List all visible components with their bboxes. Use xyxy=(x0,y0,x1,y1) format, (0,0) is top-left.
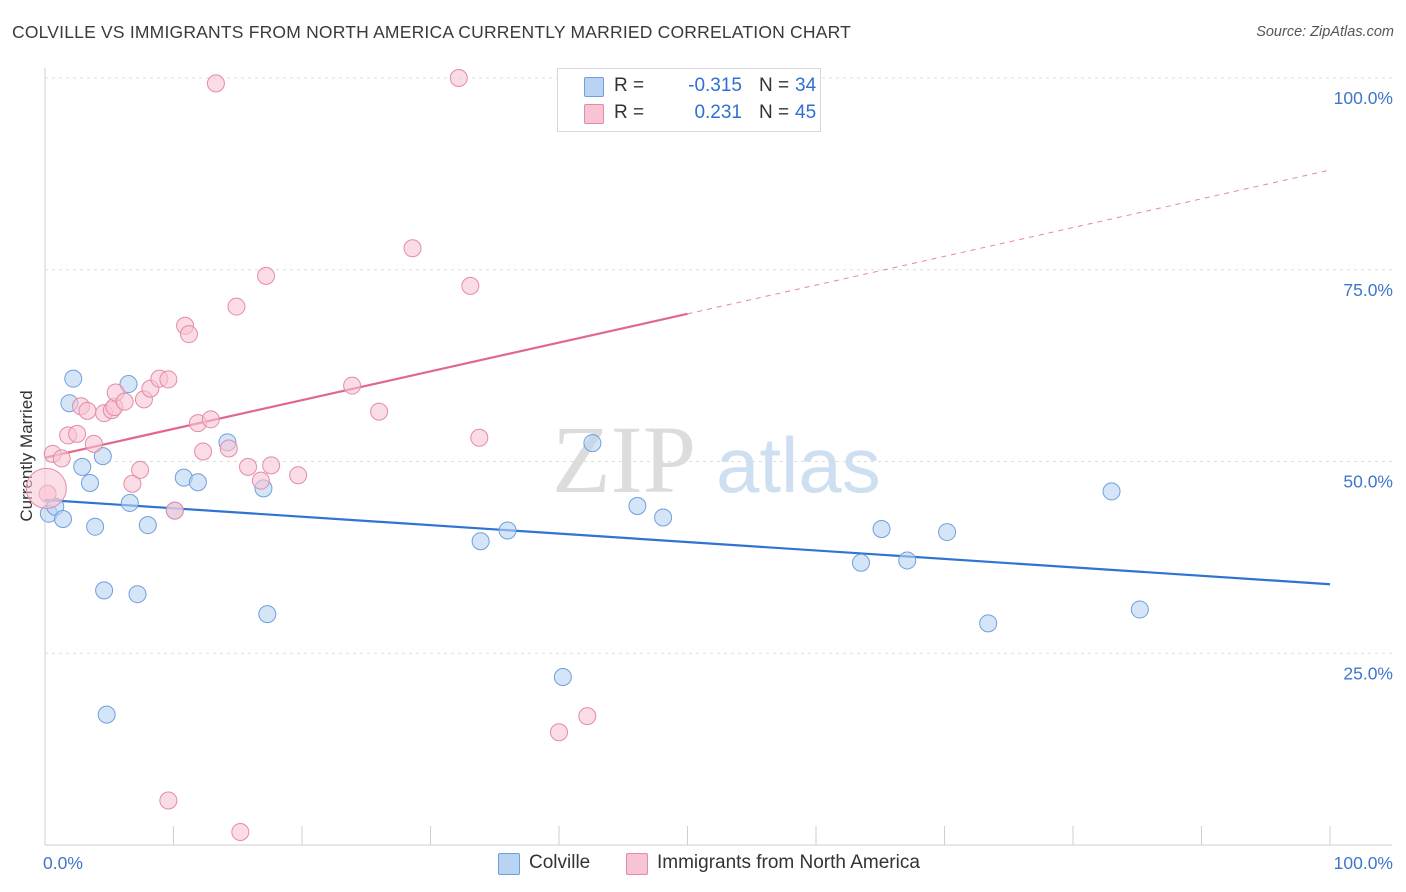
gridlines xyxy=(45,77,1392,654)
immigrants-point xyxy=(131,460,150,479)
colville-point xyxy=(872,519,891,538)
immigrants-point xyxy=(461,276,480,295)
y-tick-label: 50.0% xyxy=(1343,472,1393,492)
n-value: 34 xyxy=(795,75,817,96)
colville-point xyxy=(53,510,72,529)
colville-point xyxy=(120,493,139,512)
colville-point xyxy=(979,614,998,633)
watermark-zip: ZIP xyxy=(552,406,696,513)
r-label: R = xyxy=(614,75,645,96)
immigrants-point xyxy=(201,410,220,429)
colville-point xyxy=(1102,482,1121,501)
colville-point xyxy=(138,516,157,535)
colville-point xyxy=(898,551,917,570)
immigrants-point xyxy=(403,239,422,258)
n-value: 45 xyxy=(795,102,817,123)
series-legend: Colville Immigrants from North America xyxy=(0,851,1406,879)
r-label: R = xyxy=(614,102,645,123)
immigrants-point xyxy=(550,723,568,742)
immigrants-point xyxy=(251,471,270,490)
tick-labels: 25.0% 50.0% 75.0% 100.0% 0.0% 100.0% xyxy=(43,88,1393,873)
n-label: N = xyxy=(759,102,790,123)
immigrants-point xyxy=(159,791,178,810)
colville-point xyxy=(258,605,277,624)
immigrants-point xyxy=(194,442,213,461)
immigrants-trend-line xyxy=(44,312,688,459)
colville-point xyxy=(938,523,957,542)
y-tick-label: 25.0% xyxy=(1343,663,1393,683)
x-tick-label: 0.0% xyxy=(43,853,83,873)
immigrants-point xyxy=(239,457,258,476)
r-value: 0.231 xyxy=(694,102,742,123)
colville-point xyxy=(95,581,114,600)
n-label: N = xyxy=(759,75,790,96)
immigrants-point xyxy=(289,466,308,485)
immigrants-point xyxy=(123,474,142,493)
y-tick-label: 75.0% xyxy=(1343,280,1393,300)
colville-point xyxy=(86,517,105,536)
colville-point xyxy=(1130,600,1149,619)
immigrants-point xyxy=(159,370,178,389)
immigrants-point xyxy=(227,297,246,316)
legend-label: Immigrants from North America xyxy=(657,852,920,873)
colville-point xyxy=(80,473,99,492)
colville-point xyxy=(93,447,112,466)
colville-swatch xyxy=(498,853,520,875)
y-tick-label: 100.0% xyxy=(1334,88,1393,108)
colville-point xyxy=(97,705,116,724)
colville-point xyxy=(553,668,572,687)
colville-point xyxy=(188,473,207,492)
immigrants-point xyxy=(115,392,134,411)
immigrants-trend-extension xyxy=(687,169,1331,315)
immigrants-point xyxy=(343,376,362,395)
immigrants-point xyxy=(262,456,281,475)
immigrants-point xyxy=(179,325,198,344)
immigrants-point xyxy=(578,707,597,726)
colville-point xyxy=(628,496,647,515)
colville-point xyxy=(64,369,83,388)
colville-point xyxy=(851,553,870,572)
immigrants-point xyxy=(449,69,468,87)
immigrants-swatch xyxy=(626,853,648,875)
colville-point xyxy=(128,585,147,604)
colville-point xyxy=(583,434,602,453)
immigrants-point xyxy=(78,401,97,420)
immigrants-point xyxy=(206,74,225,93)
colville-swatch xyxy=(584,77,604,97)
trend-lines xyxy=(44,169,1331,586)
immigrants-point xyxy=(165,501,184,520)
data-points xyxy=(25,69,1149,841)
immigrants-point xyxy=(25,467,67,509)
r-value: -0.315 xyxy=(688,75,742,96)
colville-trend-line xyxy=(44,498,1331,586)
immigrants-swatch xyxy=(584,104,604,124)
colville-point xyxy=(654,508,673,527)
immigrants-point xyxy=(470,428,489,447)
immigrants-point xyxy=(84,434,103,453)
watermark-atlas: atlas xyxy=(716,421,881,509)
chart-title: COLVILLE VS IMMIGRANTS FROM NORTH AMERIC… xyxy=(12,22,851,42)
immigrants-point xyxy=(231,822,250,841)
immigrants-point xyxy=(219,439,238,458)
colville-point xyxy=(119,375,138,394)
immigrants-point xyxy=(52,449,71,468)
watermark: ZIP atlas xyxy=(552,406,881,513)
x-tick-label: 100.0% xyxy=(1334,853,1393,873)
immigrants-point xyxy=(257,266,276,285)
colville-point xyxy=(471,532,490,551)
immigrants-point xyxy=(68,424,87,443)
immigrants-point xyxy=(370,402,389,421)
stats-legend: R = -0.315 N = 34 R = 0.231 N = 45 xyxy=(557,68,821,132)
colville-point xyxy=(498,521,517,540)
colville-point xyxy=(73,457,92,476)
legend-label: Colville xyxy=(529,852,591,873)
source-label: Source: ZipAtlas.com xyxy=(1256,24,1394,40)
